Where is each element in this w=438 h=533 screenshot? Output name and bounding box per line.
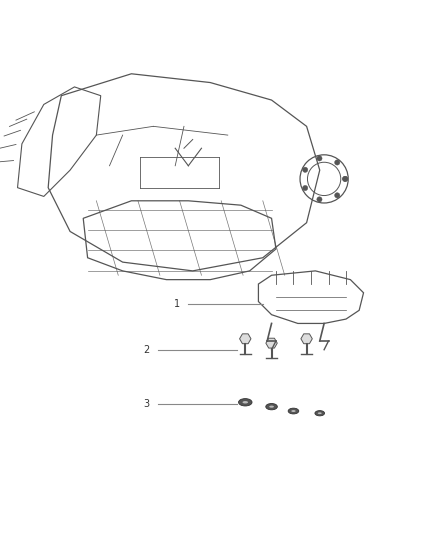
Circle shape (303, 167, 308, 172)
Ellipse shape (318, 413, 321, 414)
Ellipse shape (269, 406, 274, 408)
Ellipse shape (288, 408, 299, 414)
Circle shape (303, 185, 308, 191)
Circle shape (335, 193, 340, 198)
Circle shape (317, 197, 322, 202)
Ellipse shape (243, 401, 248, 403)
Ellipse shape (266, 403, 277, 410)
Polygon shape (266, 338, 277, 348)
Text: 2: 2 (144, 345, 150, 355)
Circle shape (335, 160, 340, 165)
Circle shape (343, 176, 348, 182)
Ellipse shape (239, 399, 252, 406)
Polygon shape (240, 334, 251, 344)
Text: 3: 3 (144, 399, 150, 409)
Text: 1: 1 (174, 298, 180, 309)
Circle shape (317, 156, 322, 161)
Ellipse shape (315, 410, 325, 416)
Circle shape (343, 176, 348, 182)
Polygon shape (301, 334, 312, 344)
Ellipse shape (291, 410, 296, 412)
